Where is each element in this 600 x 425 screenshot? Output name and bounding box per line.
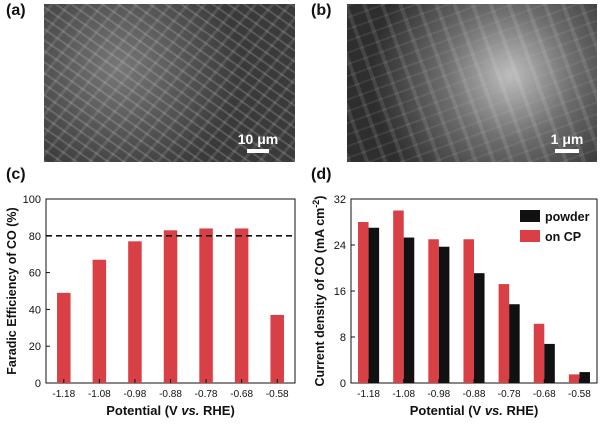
legend-label: powder	[545, 210, 590, 224]
bar-on-cp	[463, 239, 474, 383]
bar-powder	[474, 273, 485, 383]
x-tick-label: -1.18	[52, 389, 75, 400]
legend-swatch	[520, 210, 540, 222]
bar-on-cp	[533, 323, 545, 383]
bar-on-cp	[358, 222, 369, 383]
scale-line-a	[247, 149, 269, 153]
x-tick-label: -1.08	[392, 389, 415, 400]
bar-fe	[128, 241, 142, 383]
x-tick-label: -1.18	[357, 389, 380, 400]
y-tick-label: 100	[23, 194, 41, 206]
x-tick-label: -0.58	[266, 389, 289, 400]
panel-label-d: (d)	[311, 166, 332, 183]
y-axis-title-d: Current density of CO (mA cm-2)	[311, 196, 327, 387]
bar-fe	[163, 230, 178, 383]
bar-powder	[403, 237, 415, 383]
y-axis-title-c: Faradic Efficiency of CO (%)	[5, 207, 19, 374]
y-tick-label: 32	[334, 194, 346, 206]
y-tick-label: 20	[29, 341, 41, 353]
x-tick-label: -0.78	[195, 389, 218, 400]
legend-label: on CP	[545, 230, 581, 244]
panel-label-b: (b)	[311, 2, 332, 19]
scale-label-b: 1 μm	[550, 131, 584, 147]
sem-image-b: 1 μm	[347, 4, 597, 162]
bar-fe	[234, 228, 249, 383]
sem-image-a: 10 μm	[44, 4, 295, 162]
bar-powder	[509, 304, 520, 383]
panel-label-a: (a)	[6, 2, 26, 19]
scale-label-a: 10 μm	[237, 131, 279, 147]
bar-on-cp	[393, 210, 404, 383]
x-tick-label: -1.08	[88, 389, 111, 400]
x-axis-title-d: Potential (V vs. RHE)	[410, 403, 539, 418]
bar-fe	[92, 259, 107, 383]
x-tick-label: -0.68	[533, 389, 556, 400]
bar-on-cp	[568, 374, 580, 383]
x-tick-label: -0.68	[230, 389, 253, 400]
x-tick-label: -0.78	[498, 389, 521, 400]
bar-powder	[544, 343, 555, 383]
bar-powder	[368, 227, 380, 383]
x-tick-label: -0.88	[159, 389, 182, 400]
y-tick-label: 0	[340, 378, 346, 390]
y-tick-label: 16	[334, 286, 346, 298]
scale-bar-a: 10 μm	[228, 131, 288, 153]
chart-faradic-efficiency: 0 20 40 60 80 100 -1.18 -1.08 -0.98 -0.88 -0.78 -0.…	[5, 194, 296, 418]
y-tick-label: 24	[334, 240, 346, 252]
bar-fe	[270, 314, 284, 383]
x-axis-title-c: Potential (V vs. RHE)	[106, 403, 235, 418]
y-tick-label: 8	[340, 332, 346, 344]
bar-on-cp	[428, 239, 439, 383]
x-tick-label: -0.98	[427, 389, 450, 400]
bar-powder	[579, 372, 590, 383]
x-tick-label: -0.58	[568, 389, 591, 400]
bar-fe	[199, 228, 213, 383]
scale-bar-b: 1 μm	[543, 131, 591, 153]
bar-fe	[57, 292, 71, 383]
y-tick-label: 0	[35, 378, 41, 390]
bar-powder	[438, 246, 450, 383]
x-tick-label: -0.98	[124, 389, 147, 400]
scale-line-b	[555, 149, 579, 153]
x-tick-label: -0.88	[463, 389, 486, 400]
panel-label-c: (c)	[6, 166, 26, 183]
bar-on-cp	[498, 284, 510, 383]
y-tick-label: 40	[29, 304, 41, 316]
legend-swatch	[520, 230, 540, 242]
y-tick-label: 80	[29, 231, 41, 243]
y-tick-label: 60	[29, 268, 41, 280]
